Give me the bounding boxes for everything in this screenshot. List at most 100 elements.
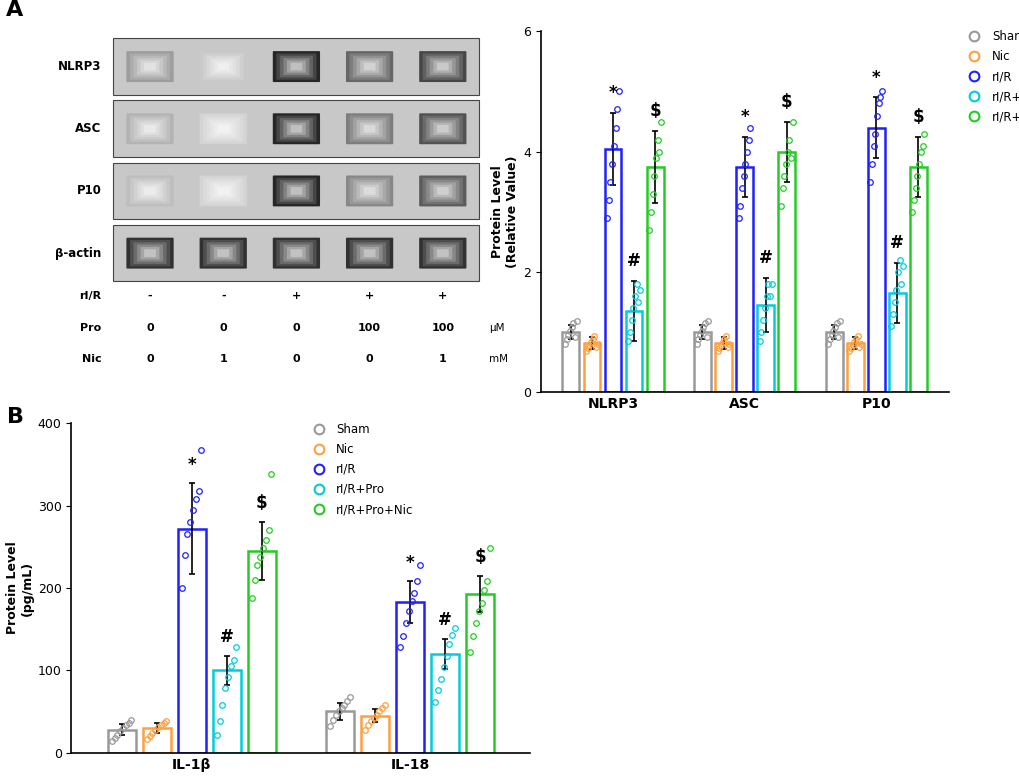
Text: 0: 0 [219,322,227,332]
FancyBboxPatch shape [272,114,320,144]
FancyBboxPatch shape [419,238,466,269]
Bar [361,716,389,753]
FancyBboxPatch shape [144,249,156,257]
FancyBboxPatch shape [137,183,163,199]
FancyBboxPatch shape [272,176,320,206]
Bar [431,654,459,753]
FancyBboxPatch shape [144,125,156,132]
FancyBboxPatch shape [137,245,163,262]
Text: 0: 0 [292,322,300,332]
FancyBboxPatch shape [290,249,302,257]
FancyBboxPatch shape [283,183,309,199]
FancyBboxPatch shape [144,63,156,71]
Bar [824,332,842,392]
FancyBboxPatch shape [129,115,170,142]
FancyBboxPatch shape [360,122,379,135]
FancyBboxPatch shape [217,187,229,194]
Text: B: B [7,407,24,427]
FancyBboxPatch shape [422,240,463,267]
FancyBboxPatch shape [279,118,313,140]
FancyBboxPatch shape [141,247,159,260]
FancyBboxPatch shape [276,240,316,267]
FancyBboxPatch shape [433,185,451,197]
FancyBboxPatch shape [203,240,244,267]
FancyBboxPatch shape [207,56,239,78]
Text: 1: 1 [438,354,446,364]
FancyBboxPatch shape [207,180,239,201]
FancyBboxPatch shape [210,183,236,199]
FancyBboxPatch shape [217,63,229,71]
FancyBboxPatch shape [279,180,313,201]
FancyBboxPatch shape [345,238,393,269]
FancyBboxPatch shape [422,115,463,142]
FancyBboxPatch shape [433,60,451,73]
FancyBboxPatch shape [353,56,386,78]
Text: #: # [627,252,640,270]
FancyBboxPatch shape [419,176,466,206]
FancyBboxPatch shape [133,180,166,201]
Text: #: # [890,234,903,252]
Text: 0: 0 [146,354,154,364]
FancyBboxPatch shape [144,187,156,194]
Bar [326,712,354,753]
Bar [248,551,275,753]
Legend: Sham, Nic, rI/R, rI/R+Pro, rI/R+Pro+Nic: Sham, Nic, rI/R, rI/R+Pro, rI/R+Pro+Nic [962,30,1019,123]
FancyBboxPatch shape [207,242,239,264]
Bar [212,670,240,753]
FancyBboxPatch shape [200,51,247,82]
Text: *: * [740,107,748,125]
FancyBboxPatch shape [345,114,393,144]
FancyBboxPatch shape [203,115,244,142]
Y-axis label: Protein Level
(pg/mL): Protein Level (pg/mL) [6,542,34,634]
FancyBboxPatch shape [133,118,166,140]
Bar [108,730,136,753]
Bar [646,167,663,392]
Text: $: $ [649,102,660,120]
FancyBboxPatch shape [141,122,159,135]
FancyBboxPatch shape [129,53,170,80]
Text: 0: 0 [366,354,373,364]
Text: #: # [219,628,233,646]
FancyBboxPatch shape [353,180,386,201]
FancyBboxPatch shape [436,125,448,132]
Text: +: + [365,291,374,301]
FancyBboxPatch shape [357,58,382,75]
Text: #: # [438,612,451,629]
FancyBboxPatch shape [137,58,163,75]
Text: *: * [608,84,616,102]
FancyBboxPatch shape [126,176,173,206]
Text: 100: 100 [431,322,453,332]
Text: NLRP3: NLRP3 [58,60,102,73]
FancyBboxPatch shape [141,60,159,73]
Bar [177,528,206,753]
FancyBboxPatch shape [137,120,163,137]
FancyBboxPatch shape [422,53,463,80]
Text: 100: 100 [358,322,381,332]
Bar [714,343,732,392]
FancyBboxPatch shape [345,176,393,206]
Bar [113,162,479,220]
Bar [756,305,773,392]
FancyBboxPatch shape [360,60,379,73]
Text: +: + [438,291,447,301]
Text: #: # [758,249,771,267]
Bar [693,332,710,392]
FancyBboxPatch shape [133,242,166,264]
FancyBboxPatch shape [429,120,455,137]
FancyBboxPatch shape [272,238,320,269]
Bar [466,593,493,753]
FancyBboxPatch shape [214,185,232,197]
FancyBboxPatch shape [357,183,382,199]
Text: P10: P10 [76,184,102,198]
Text: A: A [5,0,22,20]
Bar [846,343,863,392]
FancyBboxPatch shape [276,53,316,80]
FancyBboxPatch shape [353,242,386,264]
Bar [867,128,883,392]
Text: Pro: Pro [81,322,102,332]
FancyBboxPatch shape [357,120,382,137]
FancyBboxPatch shape [141,185,159,197]
FancyBboxPatch shape [200,238,247,269]
Bar [395,602,424,753]
Text: 0: 0 [292,354,300,364]
